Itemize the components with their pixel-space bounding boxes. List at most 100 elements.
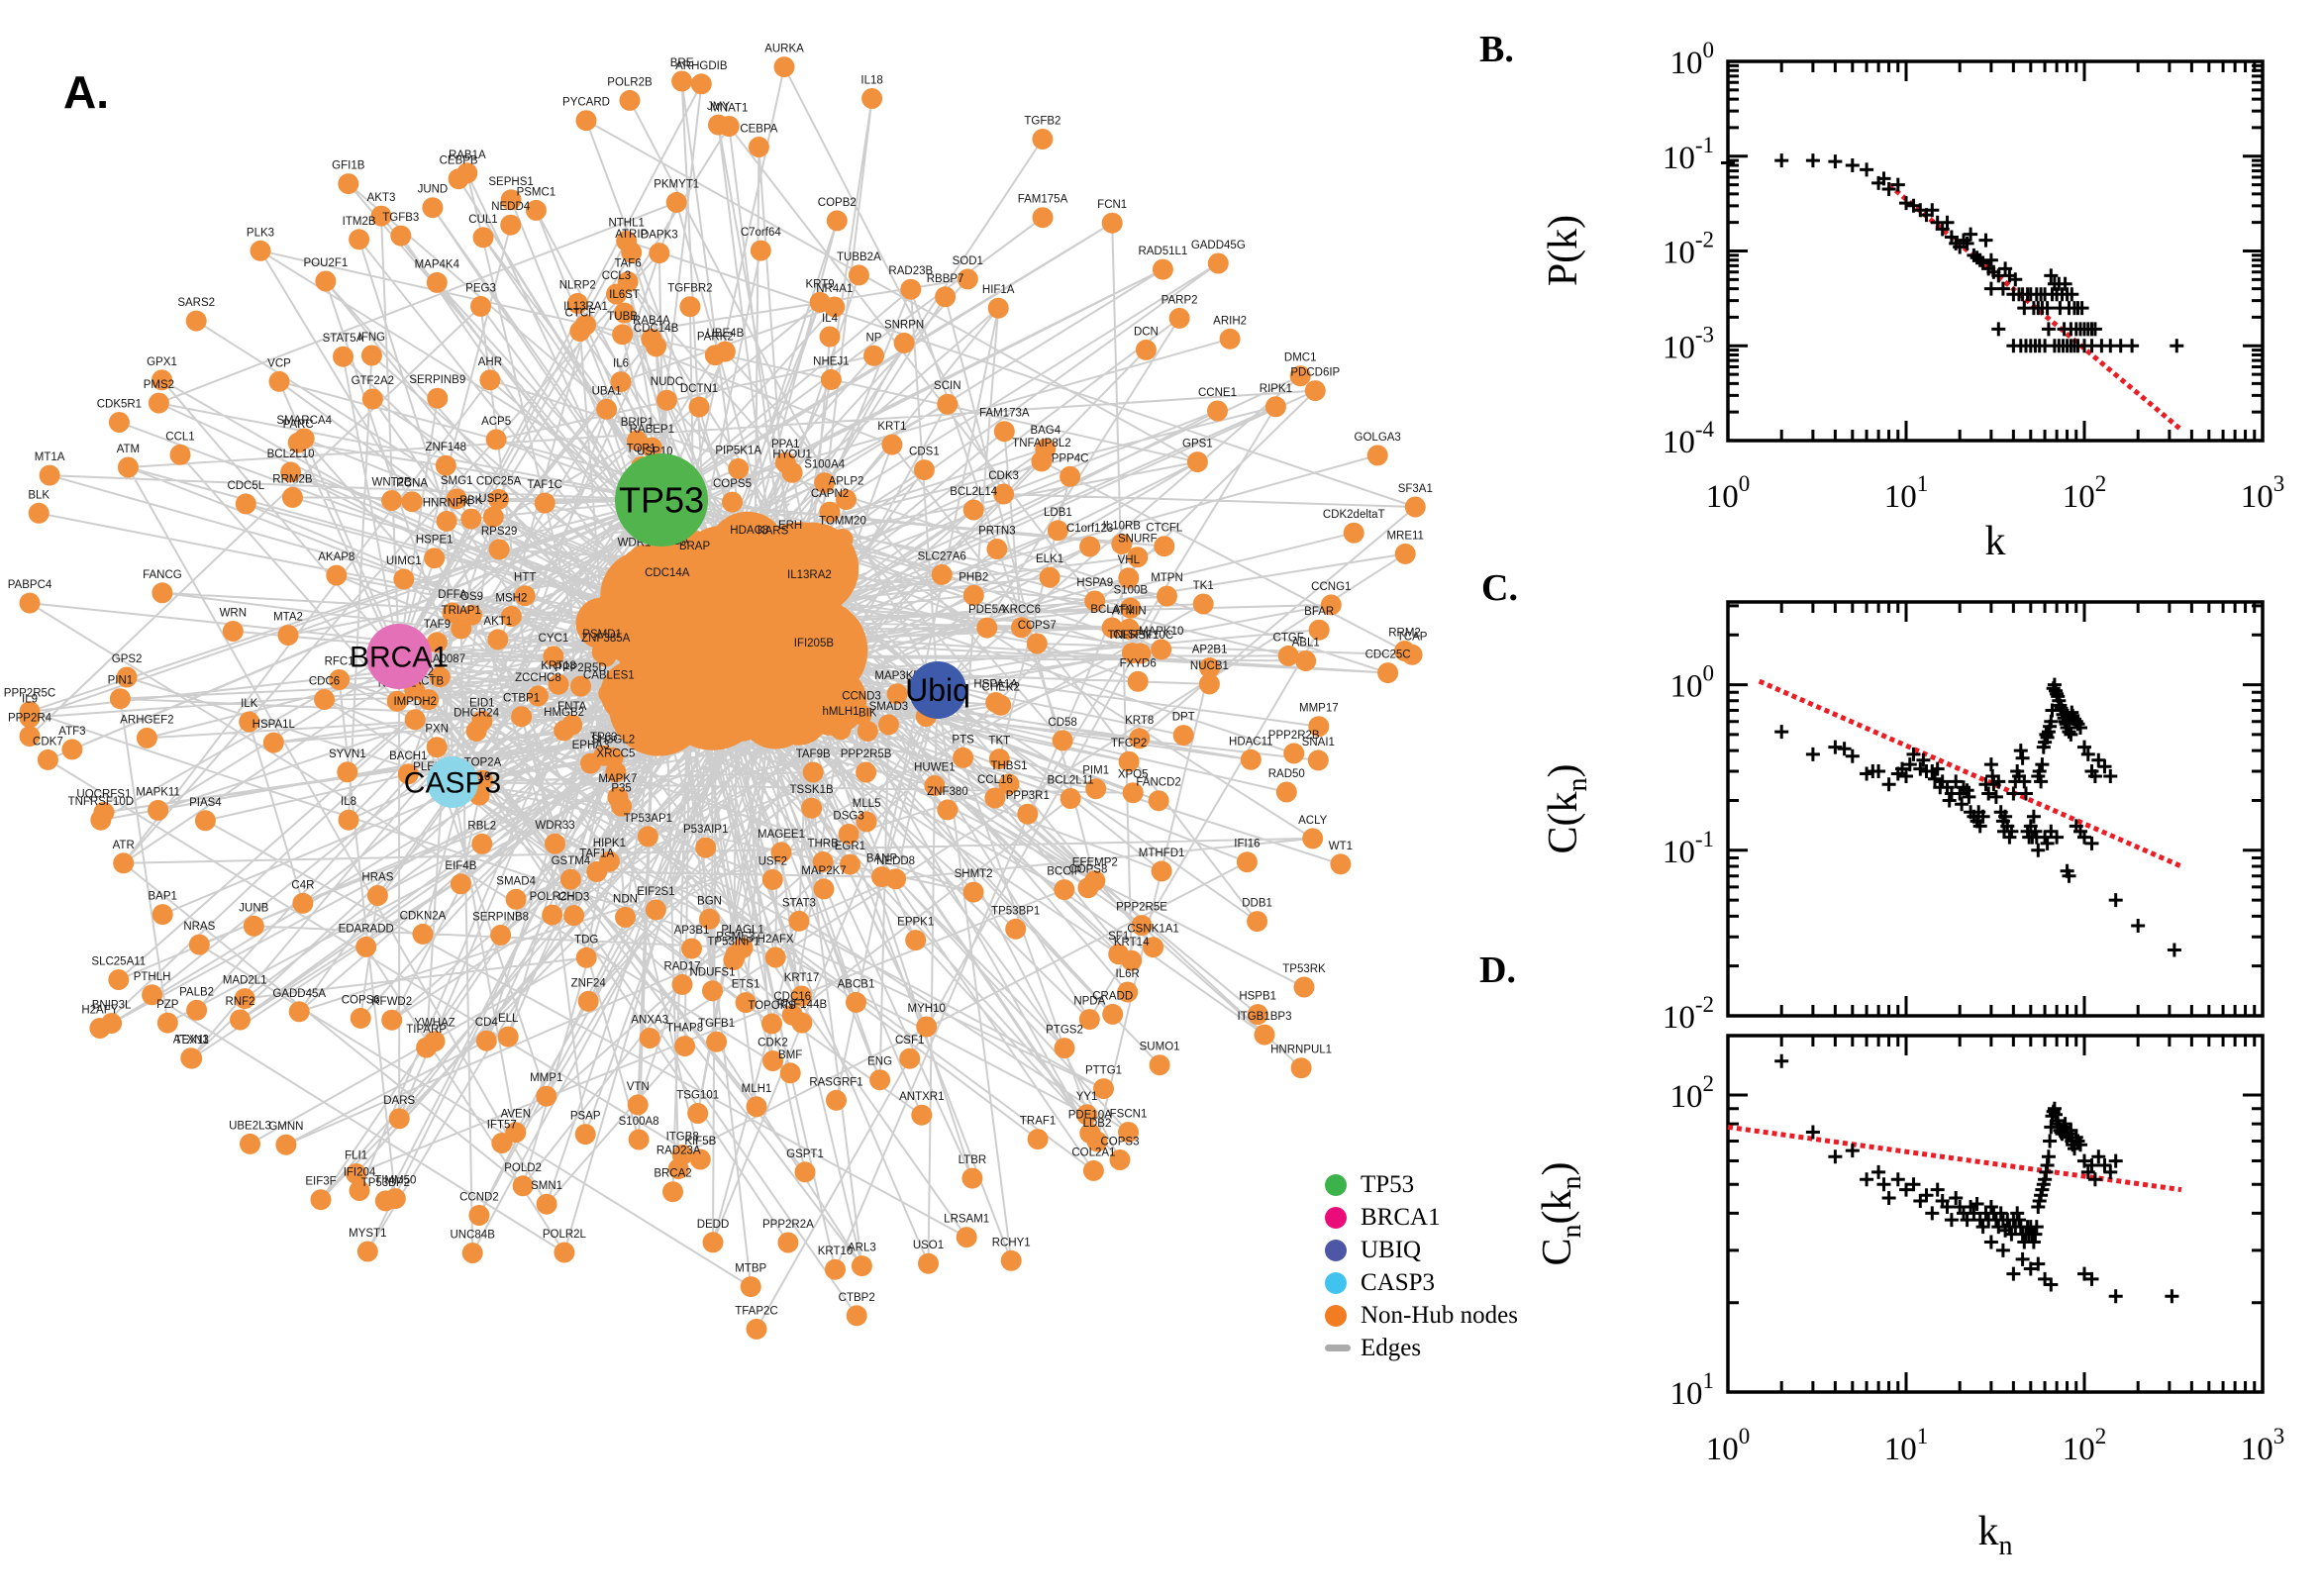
- network-node-label: IL9: [22, 694, 38, 706]
- network-node-label: BANP: [866, 853, 898, 865]
- network-node: [1052, 730, 1073, 751]
- network-node: [953, 747, 974, 768]
- network-node: [1129, 728, 1151, 749]
- network-node-label: IFI205B: [794, 638, 835, 649]
- network-node-label: DHCR24: [454, 708, 500, 720]
- network-node-label: CCL16: [977, 774, 1013, 786]
- network-node: [1330, 853, 1352, 875]
- network-node: [19, 592, 41, 614]
- network-node: [1108, 944, 1130, 965]
- legend-item-brca1: BRCA1: [1325, 1201, 1518, 1234]
- network-node-label: ATM: [117, 444, 140, 455]
- network-node-label: CCNE1: [1198, 387, 1237, 399]
- network-node-label: TDG: [574, 934, 598, 946]
- network-node-label: XRCC5: [596, 748, 635, 760]
- network-node-label: IL6ST: [609, 289, 640, 301]
- network-node: [390, 225, 412, 247]
- network-node: [846, 991, 866, 1013]
- network-node-label: TOPORS: [748, 1000, 796, 1012]
- network-node: [349, 229, 370, 250]
- network-node-label: ARHGEF2: [120, 714, 173, 726]
- network-node: [916, 1016, 938, 1038]
- network-node-label: CDC14A: [645, 567, 690, 579]
- network-node-label: ZNF24: [571, 977, 607, 989]
- network-node-label: PMS2: [144, 379, 174, 391]
- network-node: [142, 984, 163, 1006]
- axis-tick-label: 100: [1670, 38, 1715, 81]
- network-node: [761, 1013, 782, 1035]
- network-node-label: FLI1: [345, 1150, 367, 1162]
- network-node-label: TEX11: [175, 1035, 209, 1047]
- network-node: [234, 988, 255, 1010]
- network-node: [848, 264, 869, 286]
- network-node-label: NLRP2: [559, 279, 596, 291]
- network-node-label: CCND3: [842, 691, 881, 703]
- network-node-label: MAGEE1: [758, 829, 805, 841]
- network-node-label: H2AFY: [81, 1005, 118, 1017]
- network-node: [937, 799, 959, 821]
- axis-tick-label: 101: [1884, 471, 1929, 515]
- network-node-label: LDB2: [1083, 1118, 1112, 1130]
- network-node-label: IL18: [860, 75, 882, 87]
- network-node: [1027, 1129, 1049, 1150]
- network-node-label: POLR2B: [607, 76, 653, 88]
- network-node: [472, 227, 494, 249]
- network-node: [1017, 803, 1039, 825]
- network-node: [962, 499, 984, 521]
- network-node: [602, 747, 624, 768]
- network-node-label: CTCF: [564, 308, 595, 320]
- network-node: [422, 197, 444, 219]
- network-nodes: [19, 56, 1426, 1340]
- network-node-label: COPS3: [1101, 1137, 1140, 1148]
- network-node: [722, 491, 743, 513]
- network-node: [575, 110, 597, 132]
- network-node-label: MLH1: [742, 1083, 772, 1095]
- network-node: [277, 625, 299, 646]
- network-node: [315, 270, 337, 292]
- network-node: [1078, 1009, 1100, 1031]
- network-node: [561, 714, 583, 736]
- network-node: [624, 550, 645, 572]
- network-node-label: KRT17: [784, 972, 820, 984]
- network-node: [839, 853, 860, 875]
- network-node: [688, 396, 710, 418]
- network-node-label: JMY: [707, 101, 730, 113]
- network-node-label: FANCG: [143, 569, 182, 581]
- network-node-label: CABLES1: [583, 670, 635, 682]
- network-node: [275, 1134, 297, 1155]
- network-node: [1157, 585, 1177, 607]
- network-node-label: P53AIP1: [683, 824, 728, 836]
- network-node: [863, 345, 884, 366]
- network-node-label: ABL1: [1292, 638, 1320, 649]
- network-node: [117, 456, 139, 478]
- network-node: [235, 493, 256, 515]
- network-node-label: CDC16: [773, 991, 811, 1003]
- network-node: [136, 727, 157, 748]
- network-node: [1149, 1054, 1170, 1076]
- network-node: [487, 629, 509, 650]
- network-node: [1131, 915, 1153, 937]
- network-node: [1005, 918, 1027, 940]
- panel-d-label: D.: [1479, 949, 1516, 991]
- network-node: [1093, 1078, 1114, 1100]
- network-node: [577, 990, 599, 1012]
- axis-tick-label: 101: [1884, 1424, 1929, 1467]
- network-node: [542, 904, 563, 926]
- network-node: [1026, 633, 1048, 654]
- network-node-label: TP53BP1: [991, 905, 1040, 917]
- network-node: [812, 851, 834, 872]
- network-node-label: UIMC1: [386, 555, 422, 567]
- network-node: [292, 892, 314, 914]
- network-node-label: MYST1: [349, 1228, 386, 1240]
- network-node: [1118, 618, 1140, 640]
- network-node: [708, 114, 729, 136]
- network-node-label: KRT18: [541, 660, 576, 672]
- network-node: [61, 739, 83, 760]
- network-node: [671, 70, 693, 92]
- network-node: [986, 539, 1008, 559]
- network-node: [762, 1050, 783, 1071]
- network-node: [1109, 1149, 1131, 1170]
- network-node: [28, 502, 50, 524]
- network-node-label: UBA1: [592, 385, 622, 397]
- network-node: [350, 1007, 371, 1029]
